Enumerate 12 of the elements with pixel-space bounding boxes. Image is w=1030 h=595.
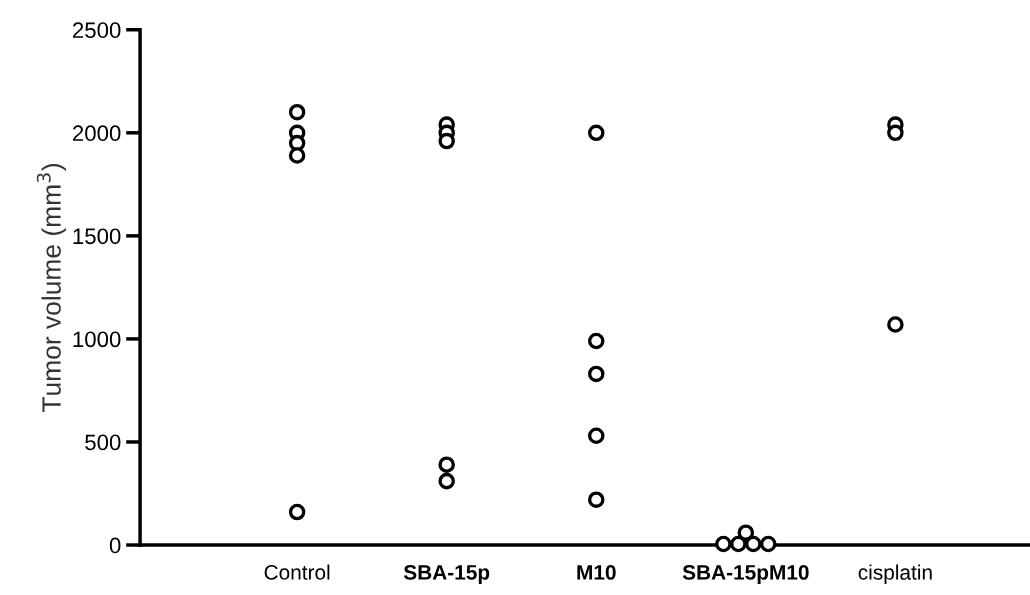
y-tick-label: 500 <box>85 434 121 451</box>
x-tick-label: SBA-15p <box>403 565 490 584</box>
y-tick-label: 2500 <box>73 22 121 39</box>
x-tick-label: M10 <box>577 565 616 580</box>
x-tick-label: SBA-15pM10 <box>682 565 809 584</box>
x-tick-label: Control <box>264 564 330 580</box>
y-tick-label: 0 <box>109 537 121 554</box>
y-axis-title: Tumor volume (mm$^{3}$) <box>36 164 67 413</box>
y-tick-label: 1500 <box>73 228 121 245</box>
x-tick-label: cisplatin <box>858 564 932 584</box>
y-tick-label: 1000 <box>73 331 121 348</box>
y-tick-label: 2000 <box>73 125 121 142</box>
